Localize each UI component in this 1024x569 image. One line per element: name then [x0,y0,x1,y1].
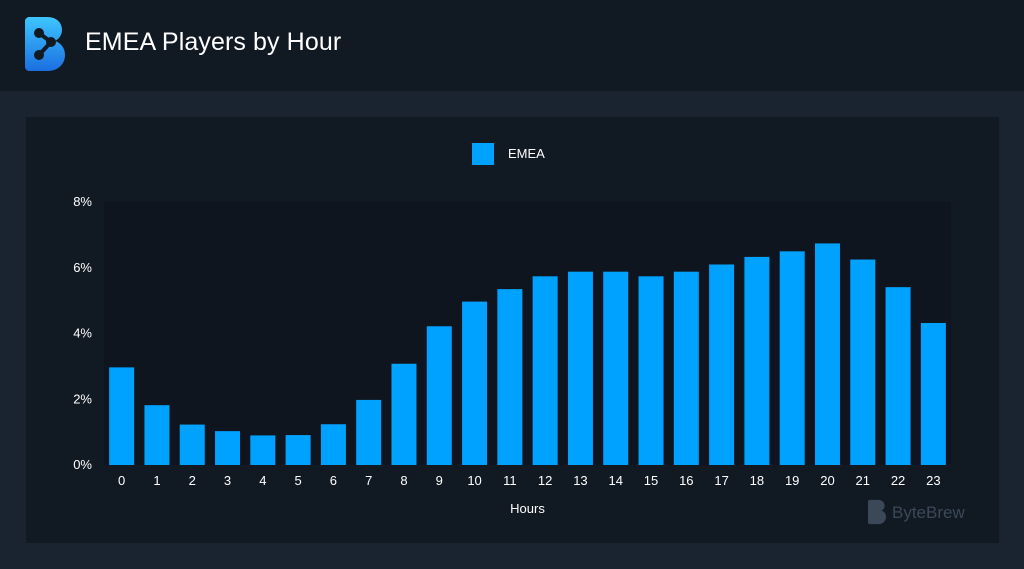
y-tick-label: 0% [73,457,92,472]
x-tick-label: 2 [189,473,196,488]
bar-emea-hour-19[interactable] [779,251,805,465]
y-tick-label: 2% [73,391,92,406]
x-tick-label: 21 [856,473,870,488]
x-tick-label: 13 [573,473,587,488]
x-tick-label: 9 [436,473,443,488]
bar-emea-hour-21[interactable] [850,259,876,465]
bar-emea-hour-13[interactable] [567,271,593,465]
bar-emea-hour-22[interactable] [885,287,911,465]
y-tick-label: 8% [73,194,92,209]
bytebrew-logo-icon [25,17,65,71]
x-tick-label: 5 [294,473,301,488]
x-tick-label: 20 [820,473,834,488]
bar-emea-hour-9[interactable] [426,326,452,465]
bar-emea-hour-17[interactable] [709,264,735,465]
bar-emea-hour-23[interactable] [920,322,946,465]
bar-emea-hour-4[interactable] [250,435,276,465]
x-tick-label: 10 [467,473,481,488]
bar-emea-hour-0[interactable] [109,367,135,465]
legend-swatch-emea [472,143,494,165]
bar-emea-hour-18[interactable] [744,256,770,465]
app-header: EMEA Players by Hour [0,0,1024,91]
x-tick-label: 6 [330,473,337,488]
x-tick-label: 0 [118,473,125,488]
bar-emea-hour-3[interactable] [215,431,241,465]
bar-emea-hour-16[interactable] [673,271,699,465]
legend-label-emea: EMEA [508,146,545,161]
bar-emea-hour-6[interactable] [320,424,346,465]
x-tick-label: 7 [365,473,372,488]
bar-emea-hour-1[interactable] [144,405,170,465]
page-title: EMEA Players by Hour [85,28,342,56]
y-tick-label: 4% [73,326,92,341]
y-tick-label: 6% [73,260,92,275]
bar-emea-hour-15[interactable] [638,276,664,465]
plot-area [104,202,951,465]
x-tick-label: 12 [538,473,552,488]
bar-emea-hour-8[interactable] [391,363,417,465]
x-tick-label: 11 [503,473,516,488]
x-tick-label: 14 [608,473,622,488]
bar-emea-hour-2[interactable] [179,424,205,465]
x-tick-label: 23 [926,473,940,488]
bar-emea-hour-14[interactable] [603,271,629,465]
x-tick-label: 3 [224,473,231,488]
x-tick-label: 19 [785,473,799,488]
bar-chart: 0%2%4%6%8%0 1 2 3 4 5 6 7 8 9 10 11 12 13 14 15 16 17 18 19… [73,194,951,516]
bar-emea-hour-5[interactable] [285,435,311,465]
x-axis-label: Hours [510,501,545,516]
x-tick-label: 8 [400,473,407,488]
chart-panel: ByteBrew 0%2%4%6%8%012345678910111213141… [26,117,999,543]
bar-emea-hour-12[interactable] [532,276,558,465]
bar-emea-hour-10[interactable] [462,301,488,465]
x-tick-label: 18 [750,473,764,488]
x-tick-label: 1 [153,473,160,488]
bytebrew-corner-icon [868,499,886,525]
x-tick-label: 4 [259,473,266,488]
x-tick-label: 15 [644,473,658,488]
x-tick-label: 17 [714,473,728,488]
x-tick-label: 22 [891,473,905,488]
x-tick-label: 16 [679,473,693,488]
bar-emea-hour-20[interactable] [814,243,840,465]
bytebrew-corner-watermark: ByteBrew [868,499,965,530]
watermark-corner-text: ByteBrew [892,503,965,522]
bar-emea-hour-11[interactable] [497,289,523,465]
bar-emea-hour-7[interactable] [356,399,382,465]
